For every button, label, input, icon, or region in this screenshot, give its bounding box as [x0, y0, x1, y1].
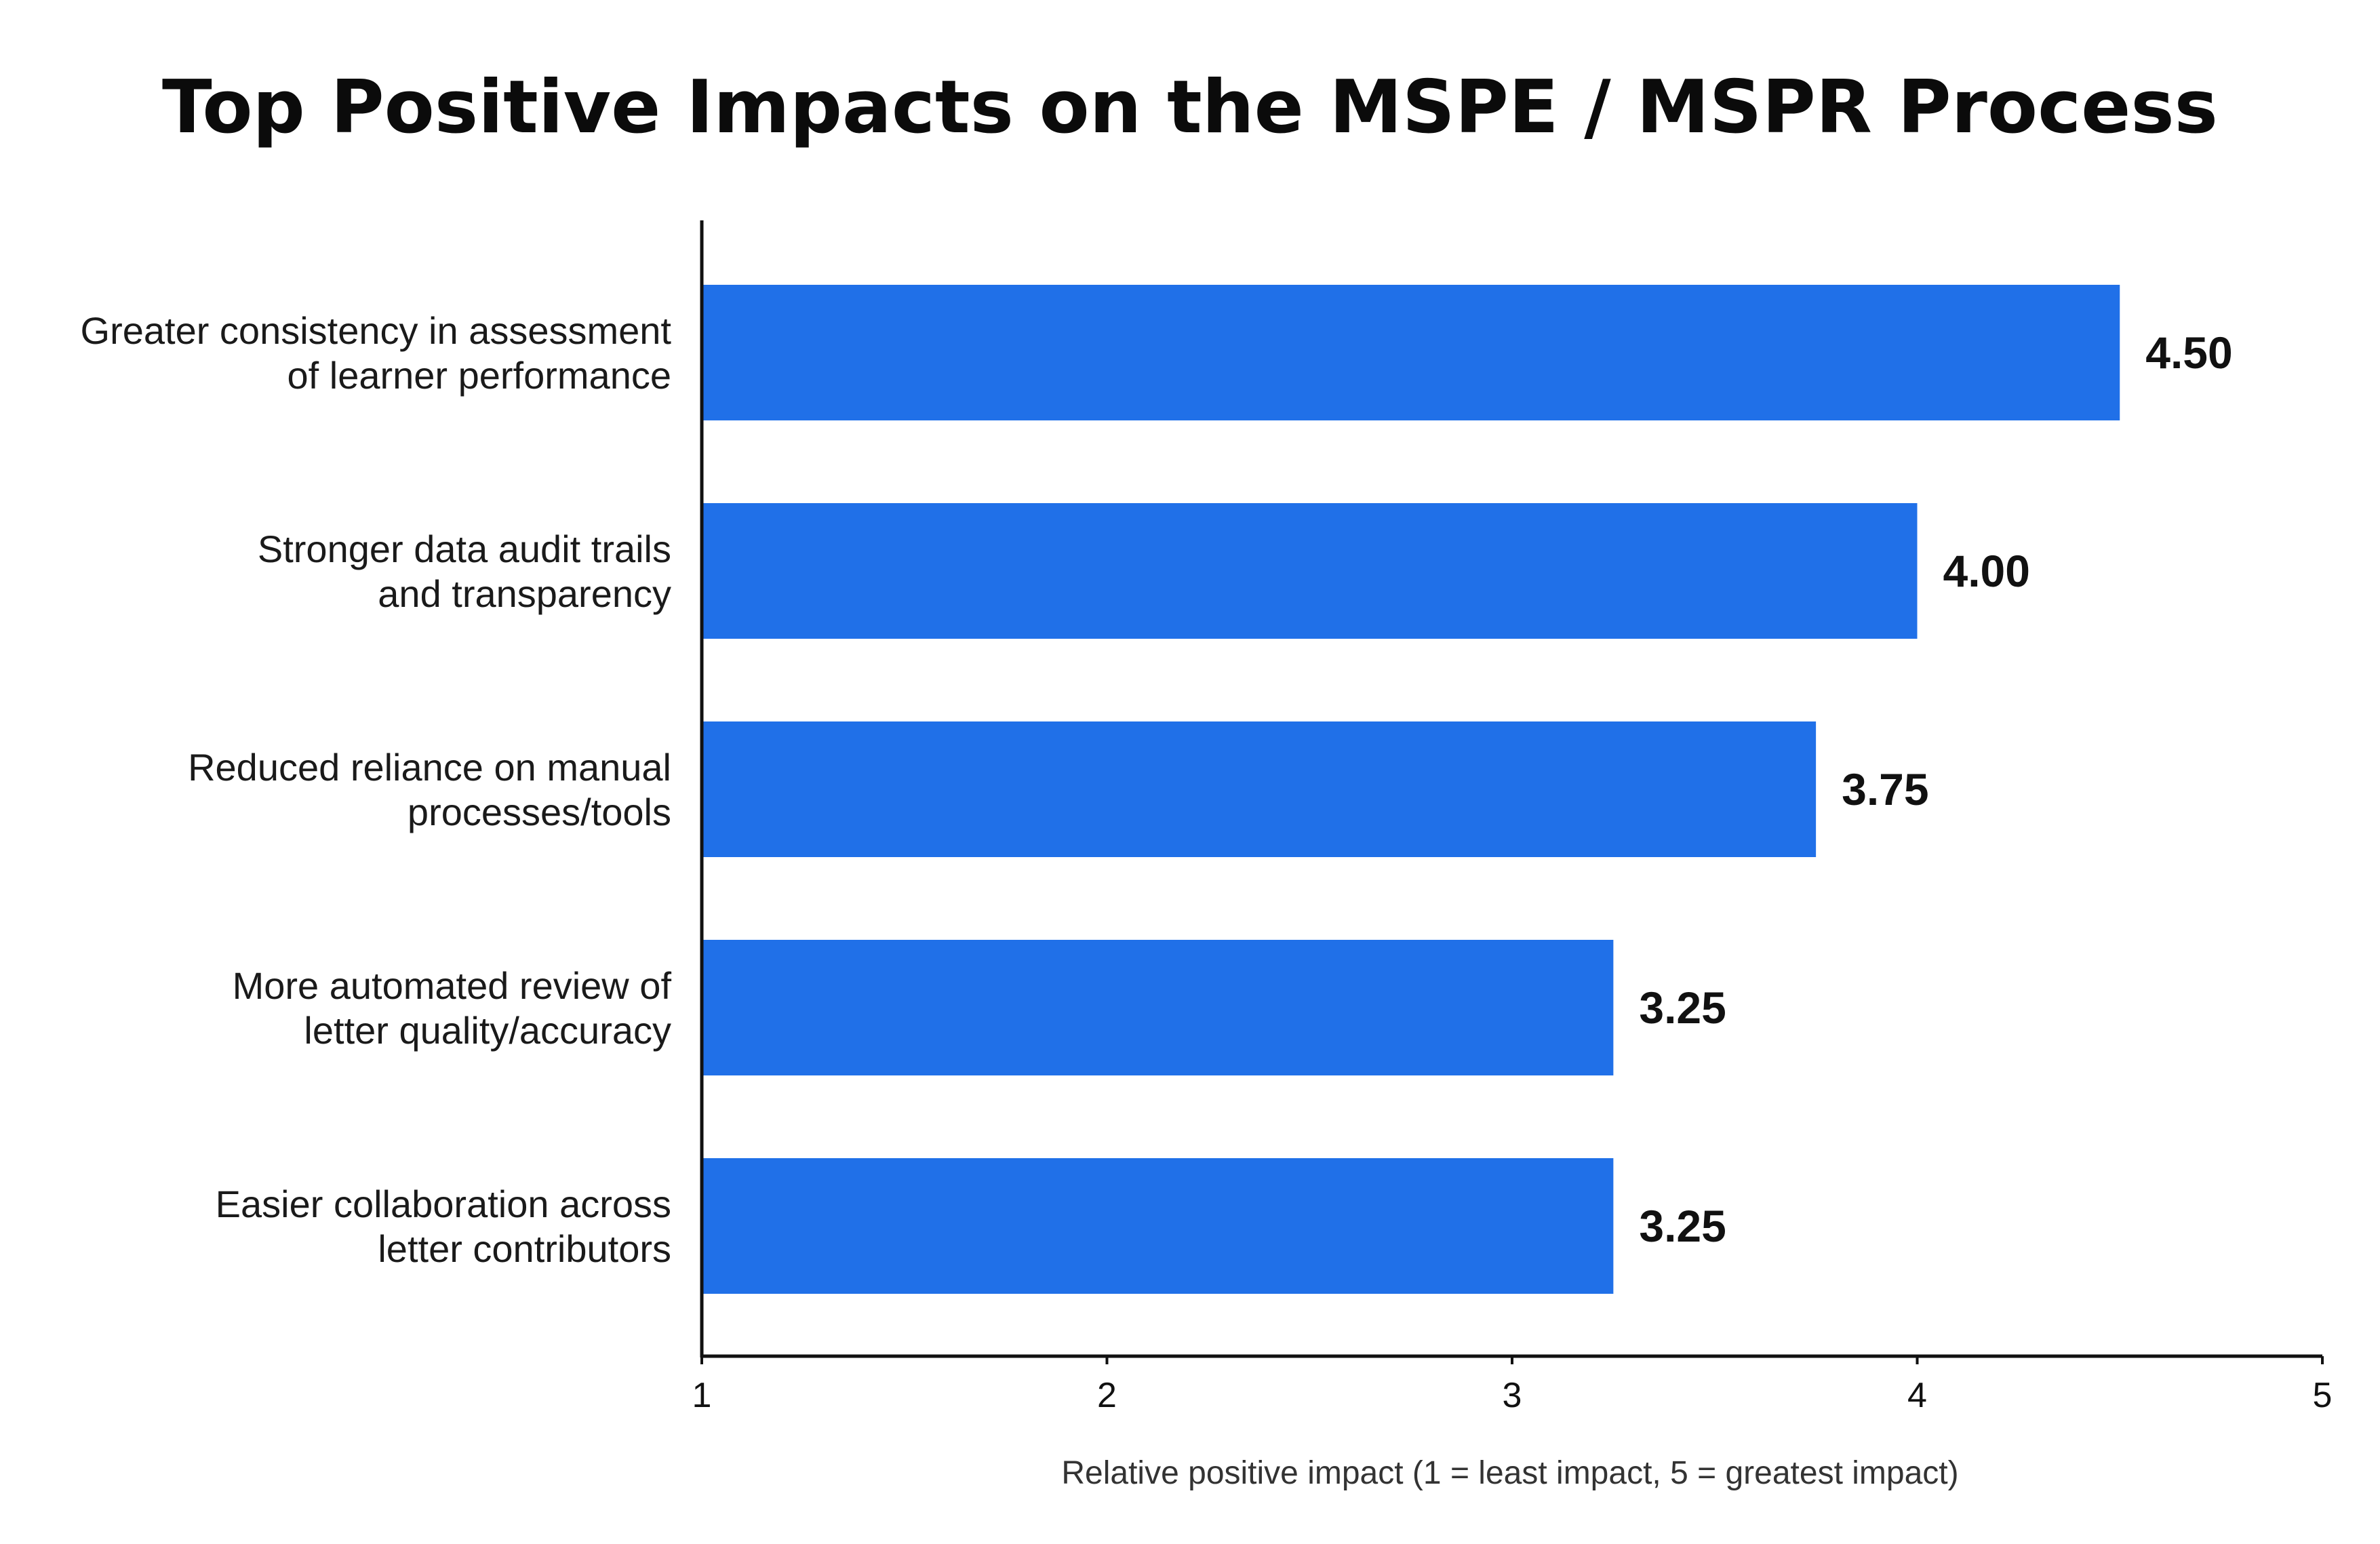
value-label-4: 3.25	[1639, 983, 1726, 1033]
x-tick-label-3: 3	[1503, 1376, 1522, 1415]
x-tick-label-1: 1	[692, 1376, 712, 1415]
category-label-4: More automated review of letter quality/a…	[233, 964, 672, 1052]
value-label-5: 3.25	[1639, 1201, 1726, 1251]
value-label-2: 4.00	[1943, 546, 2030, 596]
bar-1	[702, 285, 2120, 420]
bar-5	[702, 1158, 1614, 1294]
bar-4	[702, 940, 1614, 1075]
x-tick-label-5: 5	[2313, 1376, 2333, 1415]
value-label-1: 4.50	[2145, 328, 2232, 378]
category-label-3: Reduced reliance on manual processes/tool…	[188, 746, 671, 833]
bars-layer	[702, 285, 2120, 1294]
x-axis-ticks: 1 2 3 4 5	[692, 1356, 2333, 1415]
category-labels: Greater consistency in assessment of lear…	[81, 309, 672, 1270]
value-label-3: 3.75	[1842, 764, 1928, 814]
category-label-2: Stronger data audit trails and transparen…	[258, 528, 671, 615]
x-axis-title: Relative positive impact (1 = least impa…	[1061, 1455, 1958, 1491]
bar-3	[702, 721, 1817, 857]
x-tick-label-4: 4	[1907, 1376, 1927, 1415]
value-labels: 4.50 4.00 3.75 3.25 3.25	[1639, 328, 2232, 1251]
x-tick-label-2: 2	[1097, 1376, 1117, 1415]
category-label-1: Greater consistency in assessment of lear…	[81, 309, 672, 397]
chart-title: Top Positive Impacts on the MSPE / MSPR …	[162, 65, 2218, 150]
bar-2	[702, 503, 1918, 639]
category-label-5: Easier collaboration across letter contri…	[216, 1183, 671, 1270]
